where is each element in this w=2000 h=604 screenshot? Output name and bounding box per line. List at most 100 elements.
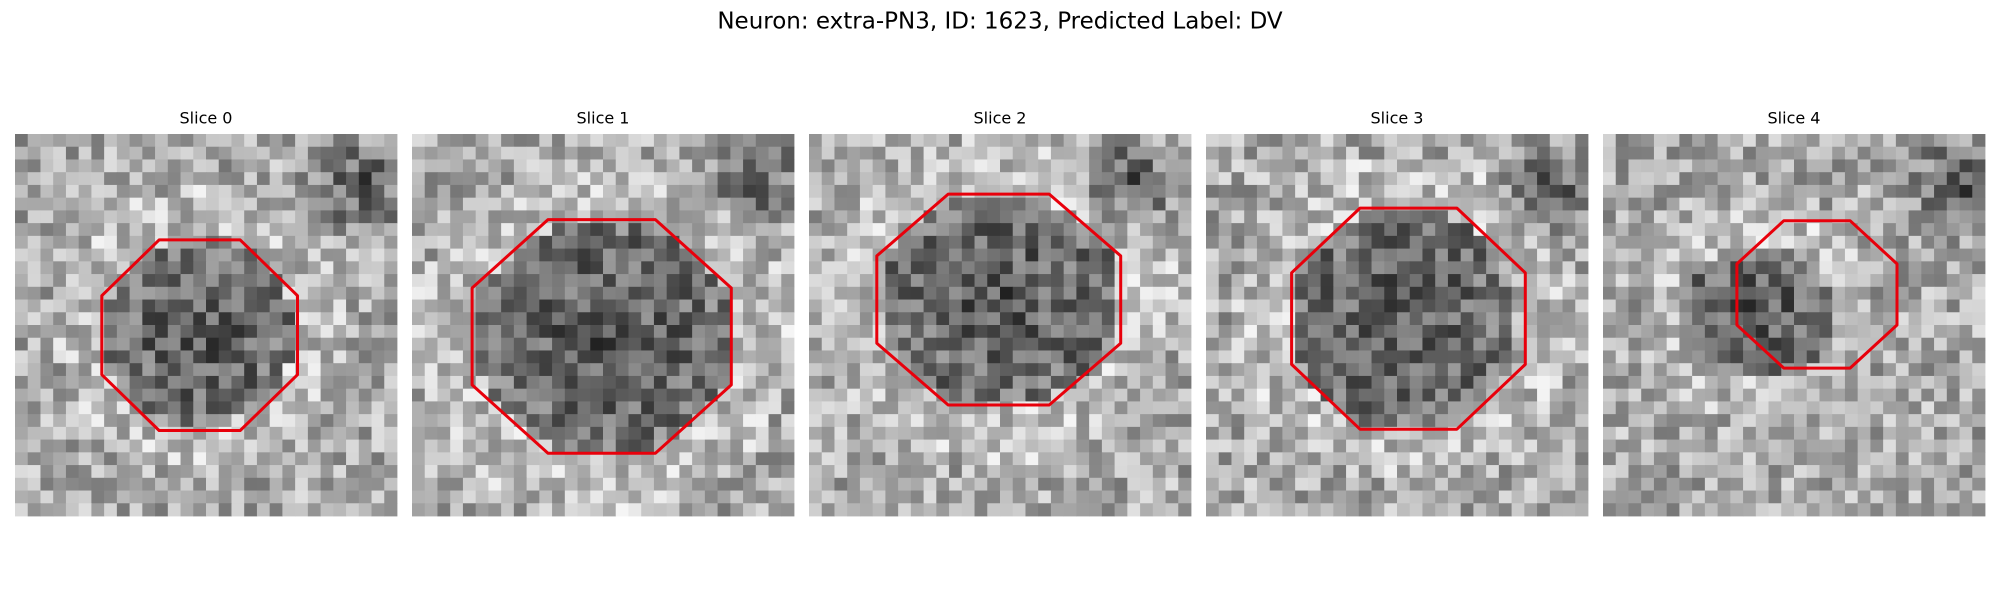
pixel: [961, 248, 975, 262]
pixel: [1165, 146, 1179, 160]
pixel: [1358, 210, 1372, 224]
pixel: [1717, 210, 1731, 224]
pixel: [641, 235, 655, 249]
pixel: [936, 414, 950, 428]
pixel: [1486, 197, 1500, 211]
pixel: [1473, 414, 1487, 428]
pixel: [936, 210, 950, 224]
pixel: [1025, 477, 1039, 491]
pixel: [450, 197, 464, 211]
pixel: [1755, 477, 1769, 491]
pixel: [346, 363, 360, 377]
pixel: [552, 223, 566, 237]
pixel: [961, 159, 975, 173]
pixel: [1794, 325, 1808, 339]
pixel: [768, 465, 782, 479]
pixel: [539, 261, 553, 275]
pixel: [1628, 477, 1642, 491]
pixel: [1857, 375, 1871, 390]
pixel: [949, 235, 963, 249]
pixel: [1165, 248, 1179, 262]
pixel: [1165, 503, 1179, 517]
pixel: [450, 363, 464, 377]
pixel: [755, 223, 769, 237]
pixel: [1628, 401, 1642, 415]
pixel: [1870, 312, 1884, 326]
pixel: [424, 159, 438, 173]
pixel: [1921, 452, 1935, 466]
pixel: [424, 261, 438, 275]
pixel: [462, 312, 477, 326]
pixel: [1832, 312, 1846, 326]
pixel: [1857, 286, 1871, 300]
pixel: [730, 312, 744, 326]
pixel: [1730, 350, 1744, 364]
pixel: [704, 159, 718, 173]
pixel: [501, 172, 515, 186]
pixel: [1295, 172, 1309, 186]
pixel: [1165, 325, 1179, 339]
pixel: [949, 274, 963, 288]
pixel: [768, 235, 782, 249]
pixel: [129, 299, 143, 313]
pixel: [1384, 235, 1398, 249]
pixel: [53, 248, 67, 262]
pixel: [1806, 452, 1820, 466]
pixel: [371, 452, 385, 466]
pixel: [1422, 503, 1436, 517]
pixel: [78, 325, 92, 339]
pixel: [1755, 426, 1769, 440]
pixel: [462, 490, 477, 504]
pixel: [513, 375, 527, 390]
pixel: [1435, 325, 1449, 339]
pixel: [1844, 490, 1859, 504]
pixel: [1895, 159, 1909, 173]
pixel: [1653, 172, 1668, 186]
pixel: [1050, 248, 1065, 262]
pixel: [1358, 172, 1372, 186]
pixel: [1447, 299, 1462, 313]
pixel: [1679, 375, 1693, 390]
pixel: [15, 248, 29, 262]
pixel: [424, 490, 438, 504]
pixel: [1307, 274, 1321, 288]
pixel: [501, 388, 515, 402]
pixel: [1524, 274, 1538, 288]
pixel: [513, 452, 527, 466]
pixel: [1498, 363, 1512, 377]
pixel: [1844, 350, 1859, 364]
pixel: [1435, 223, 1449, 237]
pixel: [424, 363, 438, 377]
pixel: [501, 286, 515, 300]
pixel: [768, 134, 782, 148]
pixel: [564, 197, 578, 211]
pixel: [692, 172, 706, 186]
pixel: [539, 503, 553, 517]
pixel: [755, 235, 769, 249]
pixel: [1256, 184, 1271, 199]
pixel: [320, 299, 334, 313]
pixel: [539, 248, 553, 262]
pixel: [781, 261, 795, 275]
pixel: [167, 375, 181, 390]
pixel: [552, 159, 566, 173]
pixel: [1549, 337, 1563, 351]
pixel: [679, 401, 693, 415]
pixel: [65, 363, 80, 377]
pixel: [1333, 261, 1347, 275]
pixel: [1524, 337, 1538, 351]
pixel: [809, 388, 823, 402]
pixel: [552, 426, 566, 440]
pixel: [781, 159, 795, 173]
pixel: [1447, 414, 1462, 428]
pixel: [603, 401, 617, 415]
pixel: [53, 299, 67, 313]
pixel: [1666, 172, 1680, 186]
pixel: [513, 274, 527, 288]
pixel: [320, 477, 334, 491]
pixel: [949, 312, 963, 326]
pixel: [1575, 172, 1589, 186]
pixel: [1473, 274, 1487, 288]
pixel: [1562, 312, 1576, 326]
pixel: [539, 490, 553, 504]
